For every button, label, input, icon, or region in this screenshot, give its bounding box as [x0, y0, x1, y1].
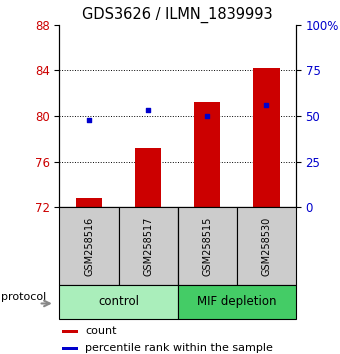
- Title: GDS3626 / ILMN_1839993: GDS3626 / ILMN_1839993: [82, 7, 273, 23]
- Bar: [194, 102, 220, 207]
- Bar: [237, 207, 296, 285]
- Text: GSM258515: GSM258515: [202, 216, 212, 276]
- Text: protocol: protocol: [1, 292, 47, 302]
- Text: control: control: [98, 295, 139, 308]
- Bar: [59, 285, 177, 319]
- Text: percentile rank within the sample: percentile rank within the sample: [85, 343, 273, 353]
- Point: [264, 102, 269, 108]
- Bar: [135, 148, 162, 207]
- Text: GSM258530: GSM258530: [261, 216, 271, 276]
- Bar: [253, 68, 279, 207]
- Point: [86, 117, 92, 122]
- Text: MIF depletion: MIF depletion: [197, 295, 276, 308]
- Bar: [119, 207, 177, 285]
- Bar: [62, 347, 79, 350]
- Bar: [76, 198, 102, 207]
- Bar: [59, 207, 119, 285]
- Bar: [177, 285, 296, 319]
- Text: GSM258516: GSM258516: [84, 216, 94, 276]
- Point: [204, 113, 210, 119]
- Text: GSM258517: GSM258517: [143, 216, 153, 276]
- Point: [146, 108, 151, 113]
- Text: count: count: [85, 326, 117, 336]
- Bar: [62, 330, 79, 333]
- Bar: [177, 207, 237, 285]
